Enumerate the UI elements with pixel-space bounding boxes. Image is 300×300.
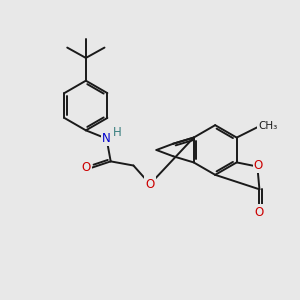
Text: N: N [102, 132, 111, 145]
Text: O: O [254, 159, 263, 172]
Text: O: O [255, 206, 264, 219]
Text: CH₃: CH₃ [258, 121, 277, 131]
Text: H: H [112, 126, 121, 139]
Text: O: O [146, 178, 154, 190]
Text: O: O [81, 161, 91, 174]
